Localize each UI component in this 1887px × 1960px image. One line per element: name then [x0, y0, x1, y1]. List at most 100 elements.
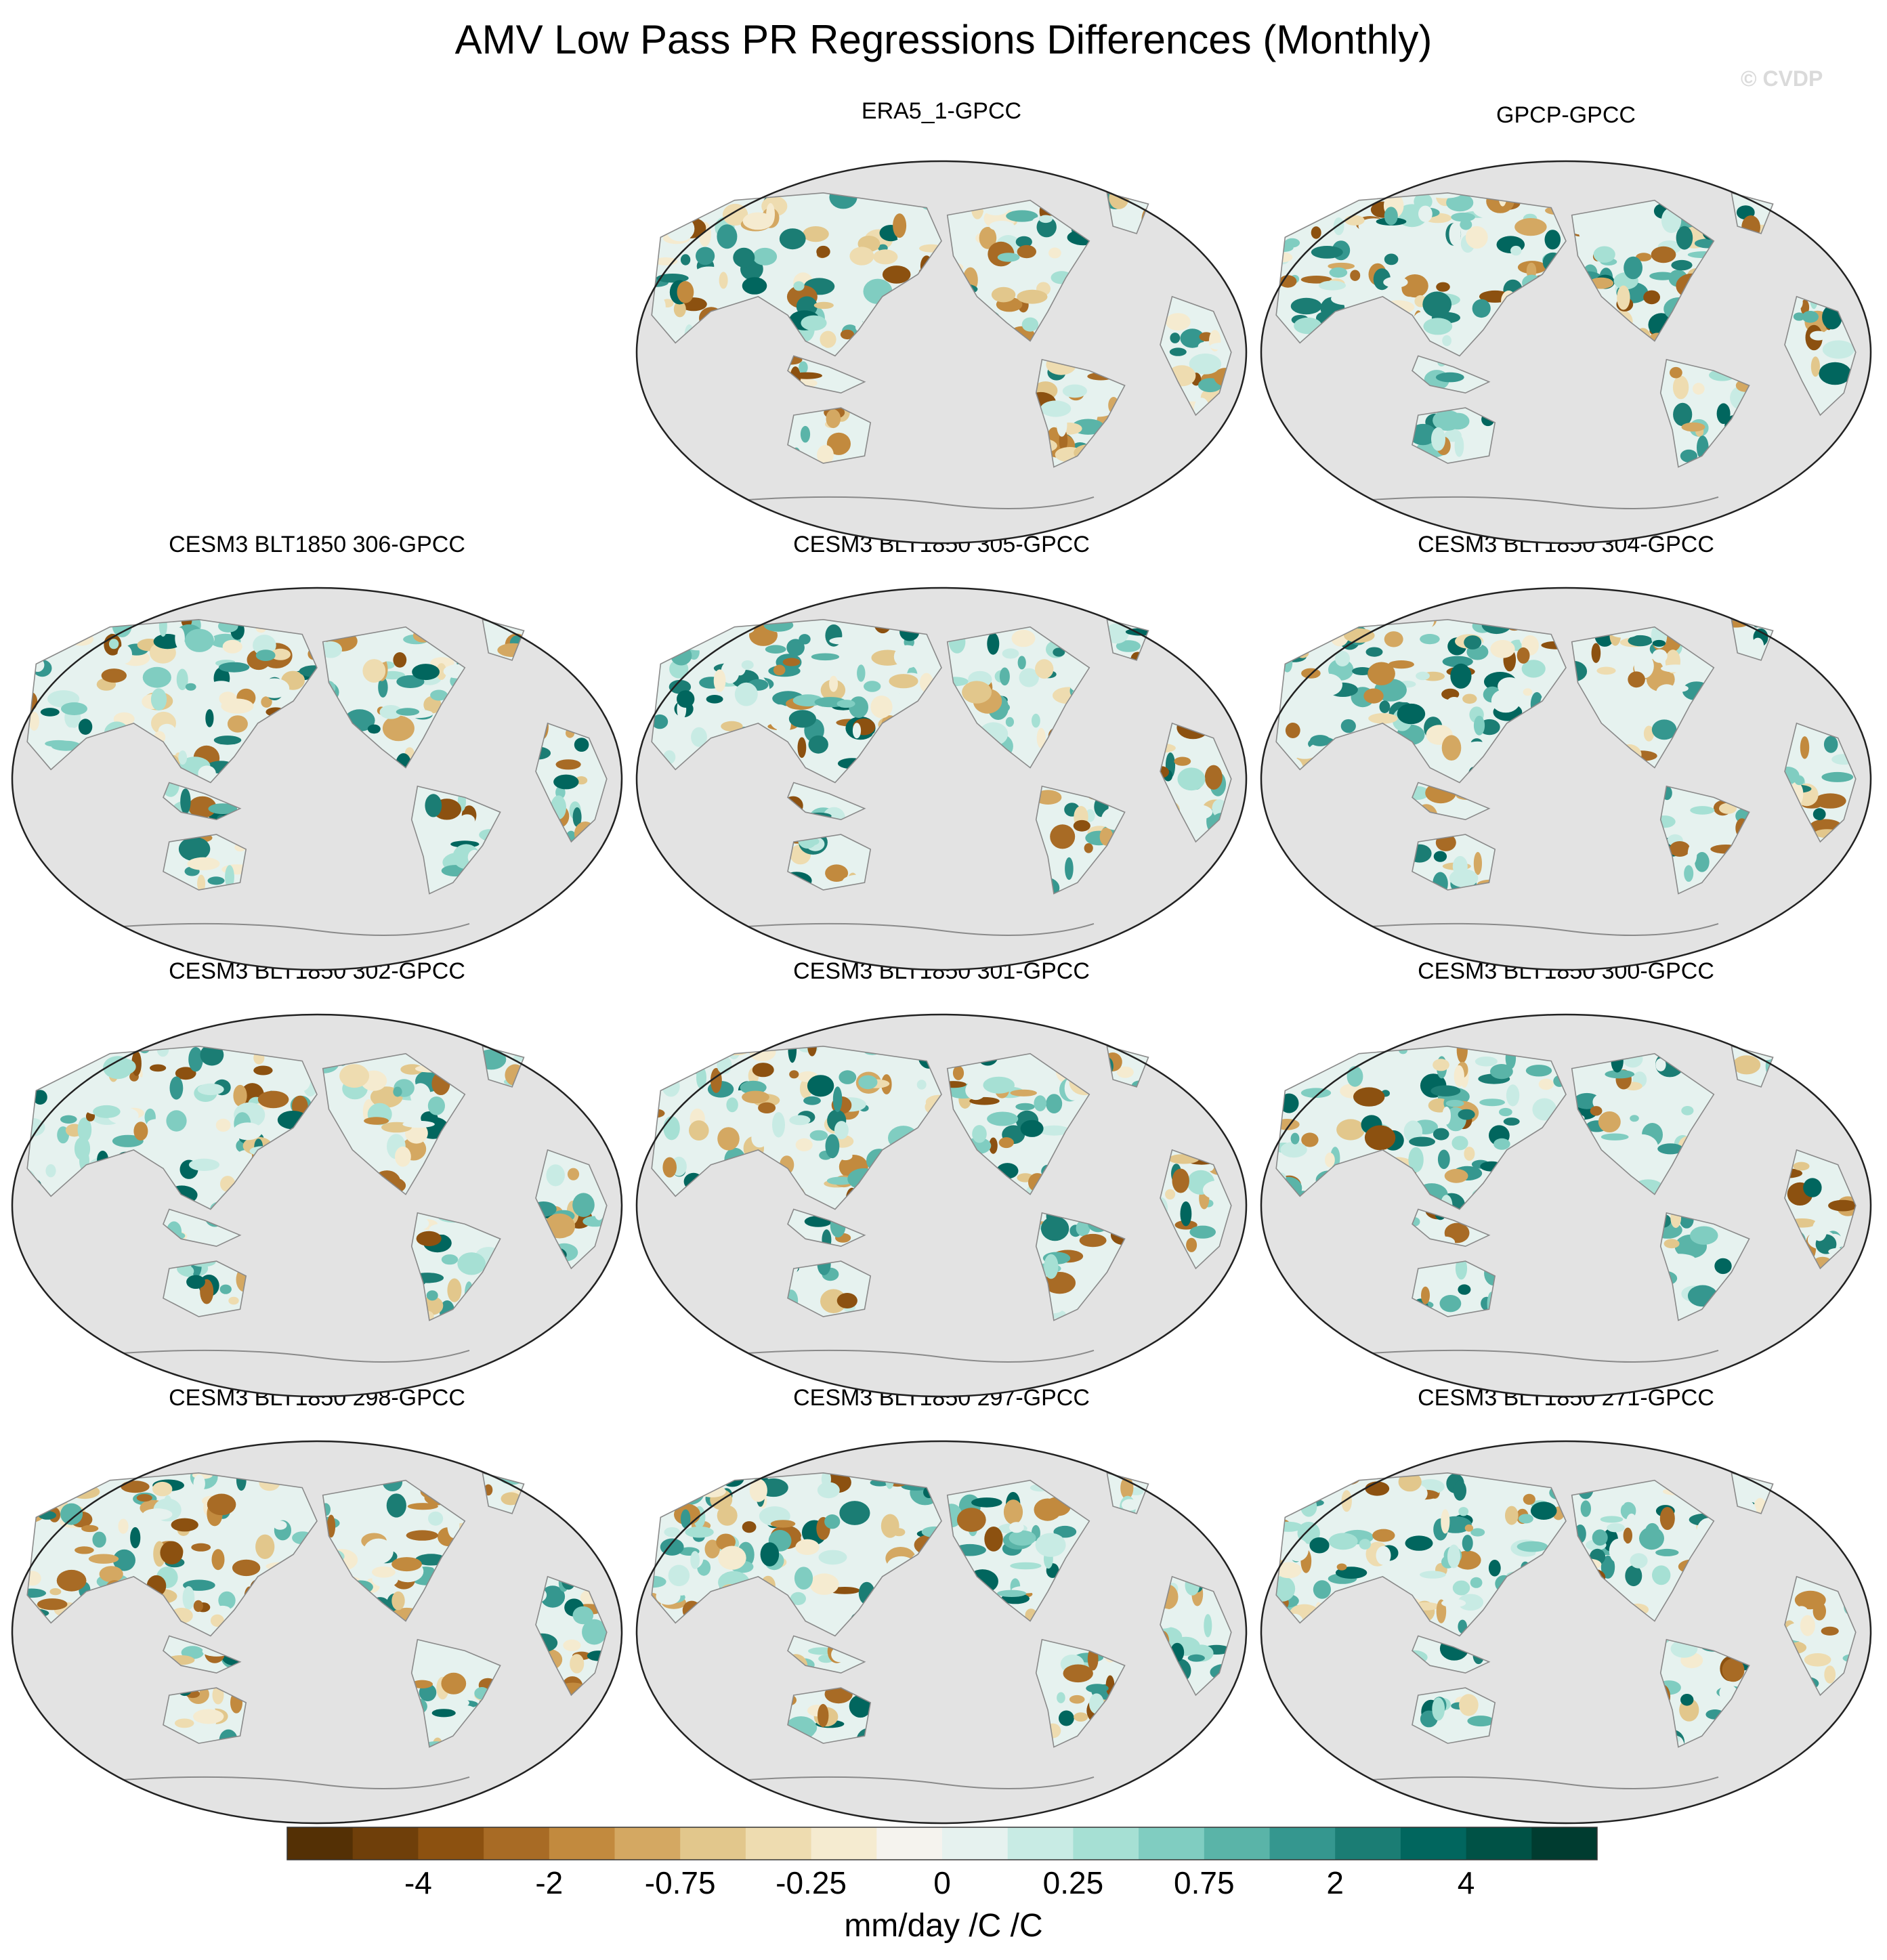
africa-coastline	[1784, 295, 1857, 417]
antarctica-coastline	[103, 1776, 470, 1789]
antarctica-coastline	[103, 1349, 470, 1363]
eurasia-coastline	[26, 1045, 318, 1210]
map-border	[1260, 587, 1872, 971]
map-border	[1260, 160, 1872, 545]
panel-title-era5: ERA5_1-GPCC	[861, 98, 1022, 124]
australia-coastline	[787, 834, 872, 891]
antarctica-coastline	[727, 496, 1095, 509]
colorbar-tick-label: 4	[1457, 1865, 1475, 1900]
map-panel	[11, 1013, 623, 1398]
namerica-land	[947, 626, 1090, 768]
africa-coastline	[1160, 722, 1232, 843]
colorbar-units-label: mm/day /C /C	[844, 1908, 1043, 1944]
namerica-coastline	[322, 626, 466, 769]
australia-coastline	[787, 407, 872, 464]
map-border	[1260, 1440, 1872, 1825]
map-border	[635, 160, 1248, 545]
watermark: © CVDP	[1741, 66, 1823, 91]
map-border	[11, 1440, 623, 1825]
australia-coastline	[163, 1260, 247, 1317]
map-panel	[1260, 1013, 1872, 1398]
samerica-coastline	[410, 785, 501, 895]
samerica-coastline	[410, 1212, 501, 1321]
colorbar-swatch	[811, 1827, 877, 1860]
africa-coastline	[535, 1149, 608, 1270]
colorbar-swatch	[287, 1827, 354, 1860]
africa-coastline	[535, 1575, 608, 1697]
map-panel	[1260, 587, 1872, 971]
map-panel	[635, 1013, 1248, 1398]
namerica-land	[322, 626, 465, 768]
map-border	[1260, 1013, 1872, 1398]
greenland-coastline	[482, 1045, 525, 1088]
seasia-land	[788, 782, 865, 820]
antarctica-coastline	[1352, 496, 1719, 509]
namerica-coastline	[946, 199, 1090, 342]
antarctica-coastline	[1352, 922, 1719, 936]
samerica-coastline	[1659, 785, 1750, 895]
seasia-coastline	[787, 1635, 866, 1674]
map-border	[11, 587, 623, 971]
namerica-coastline	[1571, 626, 1715, 769]
colorbar-tick-label: 0	[933, 1865, 951, 1900]
namerica-coastline	[1571, 199, 1715, 342]
colorbar-swatch	[745, 1827, 812, 1860]
namerica-coastline	[946, 1052, 1090, 1195]
map-border	[11, 1013, 623, 1398]
australia-coastline	[163, 1687, 247, 1744]
colorbar-swatch	[1204, 1827, 1270, 1860]
samerica-coastline	[1659, 358, 1750, 468]
eurasia-coastline	[651, 192, 942, 357]
colorbar-tick-label: 2	[1326, 1865, 1344, 1900]
australia-coastline	[1412, 834, 1496, 891]
africa-coastline	[1160, 295, 1232, 417]
panel-title-gpcp: GPCP-GPCC	[1496, 102, 1636, 128]
namerica-coastline	[1571, 1052, 1715, 1195]
seasia-coastline	[163, 1635, 242, 1674]
greenland-coastline	[1106, 192, 1149, 234]
colorbar-tick-label: -2	[535, 1865, 564, 1900]
colorbar-tick-label: 0.75	[1174, 1865, 1235, 1900]
map-panel	[1260, 1440, 1872, 1825]
samerica-coastline	[1659, 1212, 1750, 1321]
greenland-coastline	[1106, 1045, 1149, 1088]
seasia-coastline	[1412, 1635, 1491, 1674]
africa-anomaly-field	[1785, 296, 1856, 415]
australia-coastline	[1412, 1687, 1496, 1744]
map-panel	[635, 587, 1248, 971]
australia-coastline	[1412, 407, 1496, 464]
seasia-coastline	[163, 782, 242, 821]
seasia-coastline	[1412, 355, 1491, 394]
namerica-coastline	[946, 1479, 1090, 1622]
colorbar-swatch	[549, 1827, 615, 1860]
map-panel	[635, 1440, 1248, 1825]
map-panel	[1260, 160, 1872, 545]
eurasia-coastline	[651, 618, 942, 784]
antarctica-coastline	[1352, 1349, 1719, 1363]
eurasia-coastline	[1275, 1045, 1567, 1210]
samerica-coastline	[1035, 358, 1126, 468]
africa-coastline	[1160, 1575, 1232, 1697]
colorbar-swatch	[1269, 1827, 1336, 1860]
eurasia-coastline	[26, 1472, 318, 1637]
colorbar-swatch	[352, 1827, 419, 1860]
map-border	[635, 587, 1248, 971]
map-panel	[11, 1440, 623, 1825]
africa-land	[1160, 1576, 1231, 1695]
colorbar-tick-label: -0.25	[776, 1865, 847, 1900]
australia-coastline	[787, 1687, 872, 1744]
colorbar-swatch	[1531, 1827, 1598, 1860]
namerica-land	[1571, 1480, 1714, 1621]
australia-anomaly-field	[1420, 1691, 1495, 1728]
samerica-coastline	[1035, 785, 1126, 895]
samerica-coastline	[410, 1638, 501, 1748]
colorbar-swatch	[876, 1827, 943, 1860]
colorbar-swatch	[1073, 1827, 1139, 1860]
eurasia-coastline	[1275, 192, 1567, 357]
namerica-coastline	[322, 1052, 466, 1195]
colorbar-tick-label: 0.25	[1042, 1865, 1104, 1900]
colorbar-swatch	[1466, 1827, 1532, 1860]
antarctica-coastline	[727, 1776, 1095, 1789]
africa-coastline	[535, 722, 608, 843]
